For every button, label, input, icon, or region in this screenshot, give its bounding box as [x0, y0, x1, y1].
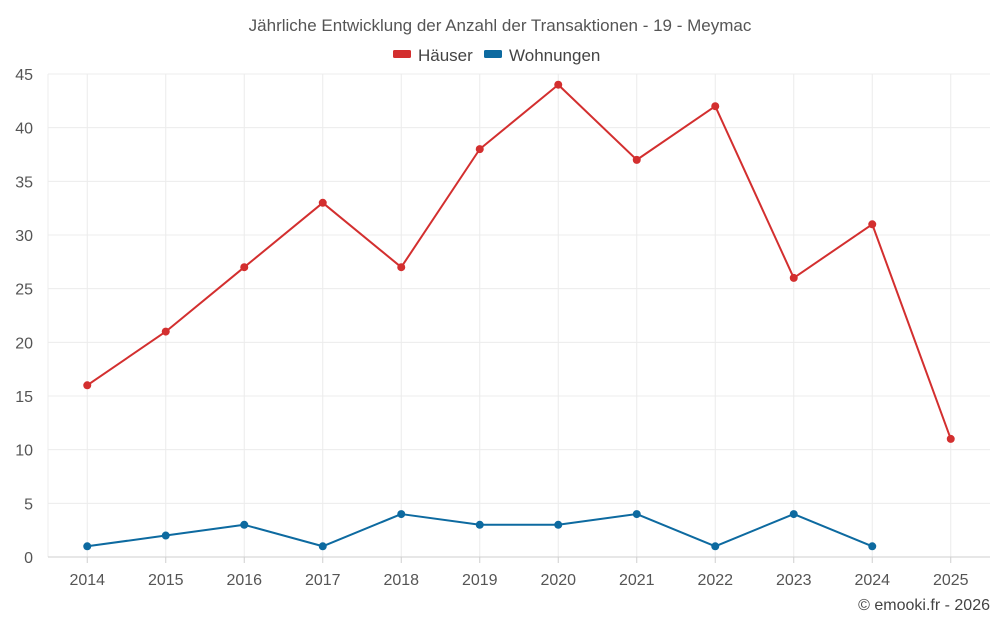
x-tick-label: 2022	[697, 572, 733, 589]
x-tick-label: 2016	[226, 572, 262, 589]
data-point-wohnungen[interactable]	[711, 542, 720, 551]
data-point-haeuser[interactable]	[240, 263, 249, 272]
y-tick-label: 45	[15, 67, 33, 84]
data-point-wohnungen[interactable]	[554, 520, 563, 529]
x-tick-label: 2021	[619, 572, 655, 589]
y-tick-label: 20	[15, 335, 33, 352]
data-point-wohnungen[interactable]	[240, 520, 249, 529]
data-point-haeuser[interactable]	[475, 145, 484, 154]
data-point-wohnungen[interactable]	[318, 542, 327, 551]
x-tick-label: 2017	[305, 572, 341, 589]
data-point-haeuser[interactable]	[868, 220, 877, 229]
x-tick-label: 2018	[383, 572, 419, 589]
data-point-haeuser[interactable]	[946, 434, 955, 443]
chart-title: Jährliche Entwicklung der Anzahl der Tra…	[249, 16, 752, 35]
y-tick-label: 40	[15, 121, 33, 138]
y-tick-label: 25	[15, 282, 33, 299]
x-tick-label: 2025	[933, 572, 969, 589]
data-point-wohnungen[interactable]	[83, 542, 92, 551]
legend-label-haeuser: Häuser	[418, 46, 473, 65]
x-tick-label: 2019	[462, 572, 498, 589]
legend-item-wohnungen[interactable]: Wohnungen	[484, 46, 600, 65]
x-tick-label: 2014	[69, 572, 105, 589]
legend-item-haeuser[interactable]: Häuser	[393, 46, 473, 65]
y-tick-label: 5	[24, 496, 33, 513]
data-point-wohnungen[interactable]	[397, 510, 406, 519]
data-point-haeuser[interactable]	[711, 102, 720, 111]
credit-label: © emooki.fr - 2026	[858, 597, 990, 614]
data-point-haeuser[interactable]	[161, 327, 170, 336]
data-point-wohnungen[interactable]	[161, 531, 170, 540]
data-point-wohnungen[interactable]	[632, 510, 641, 519]
data-point-haeuser[interactable]	[83, 381, 92, 390]
legend-swatch-haeuser	[393, 50, 411, 58]
data-point-wohnungen[interactable]	[868, 542, 877, 551]
y-tick-label: 15	[15, 389, 33, 406]
x-tick-label: 2024	[854, 572, 890, 589]
data-point-haeuser[interactable]	[789, 273, 798, 282]
data-point-haeuser[interactable]	[632, 155, 641, 164]
legend-label-wohnungen: Wohnungen	[509, 46, 600, 65]
y-tick-label: 30	[15, 228, 33, 245]
grid	[47, 73, 990, 557]
x-tick-label: 2015	[148, 572, 184, 589]
y-tick-label: 0	[24, 550, 33, 567]
x-tick-label: 2020	[540, 572, 576, 589]
y-tick-label: 10	[15, 443, 33, 460]
legend-swatch-wohnungen	[484, 50, 502, 58]
data-point-haeuser[interactable]	[318, 198, 327, 207]
legend: Häuser Wohnungen	[393, 46, 600, 65]
y-tick-label: 35	[15, 174, 33, 191]
data-point-haeuser[interactable]	[554, 80, 563, 89]
data-point-wohnungen[interactable]	[789, 510, 798, 519]
series	[83, 80, 955, 551]
data-point-haeuser[interactable]	[397, 263, 406, 272]
x-tick-label: 2023	[776, 572, 812, 589]
series-line-haeuser	[86, 83, 952, 440]
data-point-wohnungen[interactable]	[475, 520, 484, 529]
